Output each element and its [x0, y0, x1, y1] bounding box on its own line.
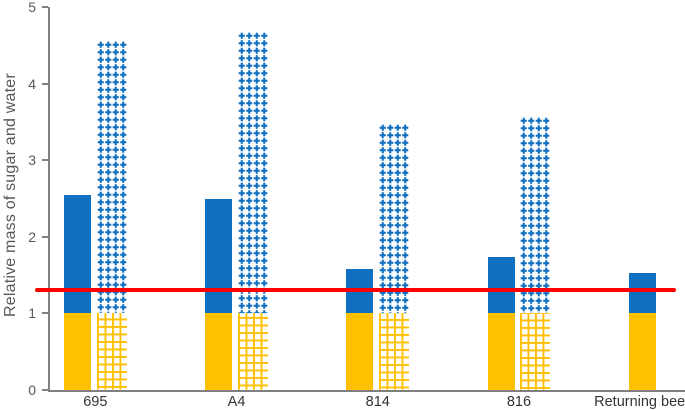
bar-patterned-yellow-grid-segment: [379, 313, 410, 390]
y-tick-label: 5: [28, 0, 36, 15]
bar-patterned-yellow-grid-segment: [96, 313, 127, 390]
y-tick-mark: [42, 389, 48, 391]
bar-patterned-yellow-grid-segment: [520, 313, 551, 390]
bar-solid-yellow-segment: [628, 313, 656, 390]
bar-solid-yellow-segment: [487, 313, 515, 390]
y-tick-mark: [42, 6, 48, 8]
y-tick-label: 2: [28, 228, 36, 245]
bar-patterned: [520, 117, 551, 390]
y-tick-label: 0: [28, 382, 36, 398]
bar-solid-blue-segment: [64, 194, 91, 314]
y-axis-line: [48, 7, 50, 392]
x-category-label: 814: [365, 394, 390, 410]
bar-patterned-yellow-grid-segment: [237, 313, 268, 390]
x-category-label: Returning bees: [594, 394, 685, 410]
bar-patterned: [379, 124, 410, 390]
y-tick-mark: [42, 159, 48, 162]
bar-solid-yellow-segment: [205, 313, 233, 390]
bar-solid-blue-segment: [628, 272, 656, 314]
y-tick-label: 4: [28, 75, 36, 92]
bar-solid-yellow-segment: [346, 313, 374, 390]
x-category-label: A4: [227, 394, 246, 410]
bar-patterned: [96, 41, 127, 390]
y-tick-mark: [42, 312, 48, 315]
y-tick-mark: [42, 235, 48, 238]
x-axis-line: [48, 390, 685, 392]
bar-patterned-blue-dots-segment: [520, 117, 551, 314]
bar-solid-yellow-segment: [64, 313, 91, 390]
y-tick-label: 3: [28, 152, 36, 169]
bar-solid-blue-segment: [487, 257, 515, 314]
x-category-label: 816: [506, 394, 532, 410]
y-tick-label: 1: [28, 305, 36, 322]
bar-patterned-blue-dots-segment: [237, 32, 268, 314]
bar-patterned-blue-dots-segment: [96, 41, 127, 314]
y-tick-mark: [42, 82, 48, 85]
bar-solid-blue-segment: [205, 198, 233, 314]
reference-line: [35, 288, 676, 293]
bar-patterned-blue-dots-segment: [379, 124, 410, 314]
x-category-label: 695: [83, 394, 108, 410]
bar-patterned: [237, 32, 268, 390]
